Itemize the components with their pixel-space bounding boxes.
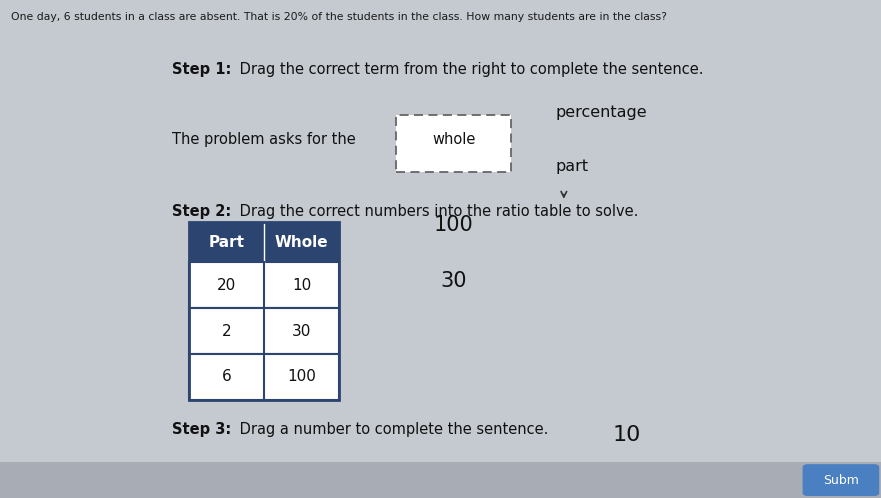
FancyBboxPatch shape <box>189 354 339 400</box>
Text: 10: 10 <box>292 278 311 293</box>
Text: whole: whole <box>432 132 476 147</box>
Text: part: part <box>555 159 589 174</box>
Text: The problem asks for the: The problem asks for the <box>172 132 356 147</box>
FancyBboxPatch shape <box>189 472 269 498</box>
Text: Step 2:: Step 2: <box>172 204 231 219</box>
Text: 10: 10 <box>612 425 640 445</box>
FancyBboxPatch shape <box>396 115 511 172</box>
Text: Whole: Whole <box>275 235 329 249</box>
Text: One day, 6 students in a class are absent. That is 20% of the students in the cl: One day, 6 students in a class are absen… <box>11 12 666 22</box>
FancyBboxPatch shape <box>189 308 339 354</box>
FancyBboxPatch shape <box>0 462 881 498</box>
Text: 20: 20 <box>218 278 236 293</box>
Text: 100: 100 <box>287 370 316 384</box>
Text: 100: 100 <box>433 215 474 235</box>
Text: percentage: percentage <box>555 105 647 120</box>
Text: 2: 2 <box>222 324 232 339</box>
Text: Drag the correct term from the right to complete the sentence.: Drag the correct term from the right to … <box>235 62 704 77</box>
FancyBboxPatch shape <box>803 464 879 496</box>
Text: Step 3:: Step 3: <box>172 422 231 437</box>
Text: Drag a number to complete the sentence.: Drag a number to complete the sentence. <box>235 422 549 437</box>
FancyBboxPatch shape <box>189 222 339 262</box>
Text: 6: 6 <box>222 370 232 384</box>
Text: Step 1:: Step 1: <box>172 62 231 77</box>
Text: Part: Part <box>209 235 245 249</box>
FancyBboxPatch shape <box>189 262 339 308</box>
Text: Drag the correct numbers into the ratio table to solve.: Drag the correct numbers into the ratio … <box>235 204 639 219</box>
Text: 30: 30 <box>292 324 311 339</box>
Text: Subm: Subm <box>823 474 859 487</box>
Text: 30: 30 <box>440 271 467 291</box>
